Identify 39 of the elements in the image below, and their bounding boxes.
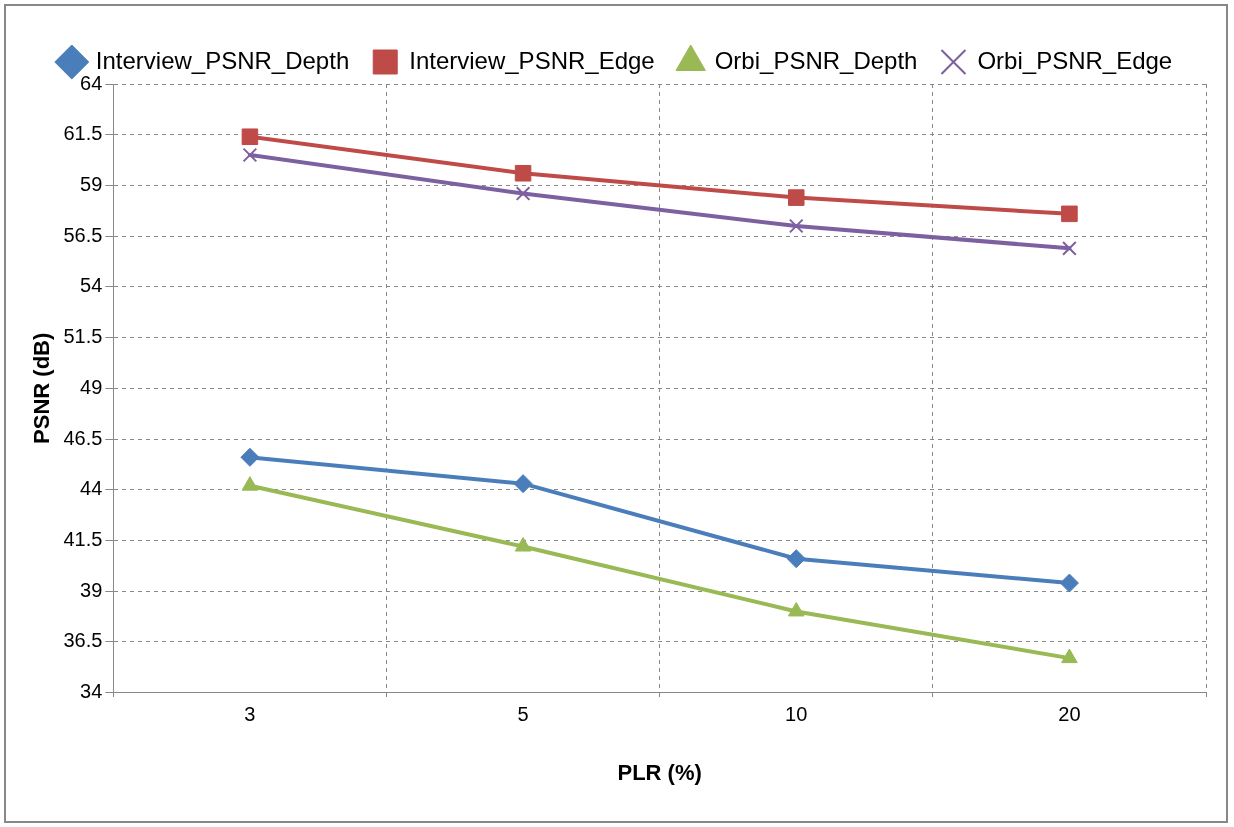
- point: [1062, 240, 1077, 256]
- x-tick-label: 20: [1058, 703, 1081, 726]
- y-tick-label: 46.5: [63, 426, 103, 449]
- y-axis-title: PSNR (dB): [29, 332, 55, 444]
- point: [241, 476, 259, 491]
- legend-label: Interview_PSNR_Depth: [95, 46, 350, 74]
- y-tick-label: 36.5: [63, 629, 103, 652]
- legend-label: Orbi_PSNR_Depth: [714, 46, 918, 74]
- y-tick-label: 59: [80, 172, 103, 195]
- point: [513, 474, 533, 494]
- y-tick-label: 44: [80, 477, 103, 500]
- point: [787, 189, 805, 206]
- y-tick-label: 64: [80, 71, 103, 94]
- y-tick-label: 41.5: [63, 527, 103, 550]
- y-tick-label: 39: [80, 578, 103, 601]
- x-tick-label: 10: [785, 703, 808, 726]
- x-tick-label: 3: [244, 703, 256, 726]
- point: [786, 549, 806, 569]
- point: [1061, 648, 1078, 664]
- point: [514, 164, 532, 182]
- x-axis-title: PLR (%): [617, 759, 702, 785]
- y-tick-label: 51.5: [63, 325, 103, 348]
- point: [1059, 573, 1079, 593]
- y-tick-label: 56.5: [63, 223, 103, 246]
- point: [1061, 205, 1078, 223]
- y-tick-label: 61.5: [63, 122, 103, 145]
- point: [240, 447, 260, 467]
- point: [788, 218, 804, 234]
- legend-label: Orbi_PSNR_Edge: [977, 46, 1173, 74]
- legend-label: Interview_PSNR_Edge: [409, 46, 655, 74]
- point: [515, 186, 531, 201]
- point: [242, 147, 258, 163]
- y-tick-label: 49: [80, 375, 103, 398]
- point: [241, 128, 259, 146]
- y-tick-label: 54: [80, 274, 103, 297]
- point: [787, 601, 805, 617]
- y-tick-label: 34: [80, 680, 103, 703]
- point: [514, 537, 532, 552]
- x-tick-label: 5: [517, 703, 529, 726]
